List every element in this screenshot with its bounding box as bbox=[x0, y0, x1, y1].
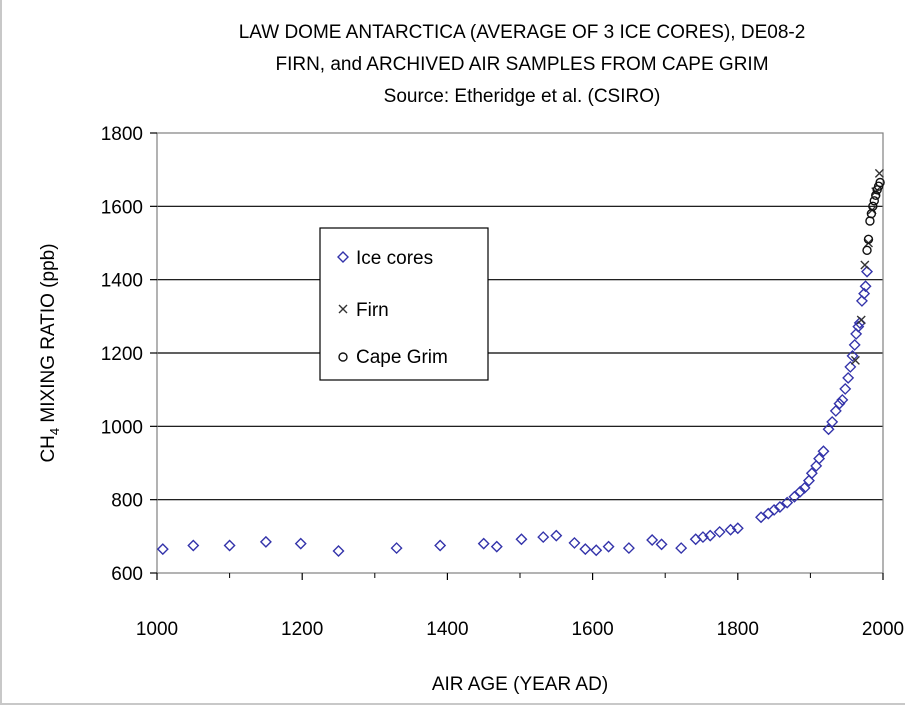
ice-core-point bbox=[537, 531, 550, 544]
ice-core-point bbox=[839, 382, 852, 395]
x-tick-label: 1600 bbox=[571, 619, 613, 640]
ice-core-point bbox=[861, 265, 874, 278]
legend: Ice cores Firn Cape Grim bbox=[319, 227, 489, 381]
ice-core-point bbox=[294, 537, 307, 550]
ice-core-point bbox=[833, 397, 846, 410]
ice-core-point bbox=[846, 349, 859, 362]
ice-core-point bbox=[187, 539, 200, 552]
ice-core-point bbox=[768, 503, 781, 516]
ice-core-point bbox=[704, 529, 717, 542]
chart-source: Source: Etheridge et al. (CSIRO) bbox=[384, 86, 661, 107]
ice-core-point bbox=[829, 404, 842, 417]
ice-core-point bbox=[859, 280, 872, 293]
x-axis-title: AIR AGE (YEAR AD) bbox=[432, 674, 608, 695]
ice-core-point bbox=[852, 320, 865, 333]
x-tick-label: 1800 bbox=[717, 619, 759, 640]
ice-core-point bbox=[836, 393, 849, 406]
cape-grim-point bbox=[868, 201, 878, 212]
ice-core-point bbox=[579, 543, 592, 556]
ice-core-point bbox=[850, 327, 863, 340]
ice-core-point bbox=[490, 540, 503, 553]
ice-core-point bbox=[568, 536, 581, 549]
legend-item-cape-grim: Cape Grim bbox=[338, 347, 448, 368]
x-axis-ticks: 1000 1200 1400 1600 1800 2000 bbox=[136, 573, 904, 640]
firn-point bbox=[860, 260, 870, 270]
ice-core-point bbox=[515, 533, 528, 546]
ice-core-point bbox=[773, 501, 786, 513]
ice-core-point bbox=[646, 534, 659, 546]
legend-label-ice-cores: Ice cores bbox=[356, 248, 433, 269]
x-tick-label: 1000 bbox=[136, 619, 178, 640]
legend-label-cape-grim: Cape Grim bbox=[356, 347, 448, 368]
ice-core-point bbox=[332, 545, 345, 557]
ice-core-point bbox=[858, 287, 871, 300]
ice-core-point bbox=[826, 415, 839, 428]
ice-core-point bbox=[848, 338, 861, 351]
x-marker-icon bbox=[338, 304, 348, 314]
y-axis-ticks: 600 800 1000 1200 1400 1600 1800 bbox=[101, 124, 157, 585]
y-tick-label: 1000 bbox=[101, 417, 143, 438]
ice-core-point bbox=[781, 496, 794, 509]
ice-core-point bbox=[602, 540, 615, 553]
x-tick-label: 1400 bbox=[426, 619, 468, 640]
ice-core-point bbox=[794, 485, 807, 498]
ice-core-point bbox=[810, 459, 823, 472]
x-tick-label: 1200 bbox=[281, 619, 323, 640]
ice-core-point bbox=[805, 467, 818, 480]
ice-core-point bbox=[813, 452, 826, 465]
cape-grim-point bbox=[871, 190, 881, 201]
ice-core-point bbox=[550, 529, 563, 542]
y-tick-label: 800 bbox=[111, 491, 143, 512]
ice-core-point bbox=[390, 542, 403, 555]
ice-core-point bbox=[156, 543, 169, 556]
y-tick-label: 1800 bbox=[101, 124, 143, 145]
y-axis-title-subscript: 4 bbox=[47, 428, 62, 435]
ice-core-point bbox=[802, 474, 815, 487]
ice-core-point bbox=[223, 539, 236, 552]
y-axis-title-prefix: CH bbox=[38, 435, 59, 462]
ice-core-point bbox=[434, 539, 447, 552]
ice-core-point bbox=[844, 360, 857, 373]
cape-grim-point bbox=[875, 177, 885, 188]
y-axis-title-suffix: MIXING RATIO (ppb) bbox=[38, 243, 59, 427]
ice-core-point bbox=[655, 538, 668, 551]
legend-item-firn: Firn bbox=[338, 300, 389, 321]
ice-core-point bbox=[622, 542, 635, 555]
firn-point bbox=[850, 355, 860, 365]
ice-core-point bbox=[713, 525, 726, 538]
cape-grim-point bbox=[865, 216, 875, 226]
chart-title: LAW DOME ANTARCTICA (AVERAGE OF 3 ICE CO… bbox=[239, 22, 806, 43]
y-tick-label: 1400 bbox=[101, 271, 143, 292]
chart-subtitle: FIRN, and ARCHIVED AIR SAMPLES FROM CAPE… bbox=[275, 54, 768, 75]
ice-core-point bbox=[855, 294, 868, 307]
ice-core-point bbox=[817, 445, 830, 458]
ice-core-point bbox=[590, 544, 603, 557]
ice-core-point bbox=[842, 371, 855, 384]
y-tick-label: 1600 bbox=[101, 197, 143, 218]
ice-core-point bbox=[259, 535, 272, 548]
data-points bbox=[156, 168, 885, 557]
y-axis-title: CH4 MIXING RATIO (ppb) bbox=[38, 243, 62, 462]
ice-core-point bbox=[798, 481, 811, 494]
y-tick-label: 600 bbox=[111, 564, 143, 585]
cape-grim-point bbox=[863, 234, 874, 245]
gridlines bbox=[157, 205, 883, 501]
legend-label-firn: Firn bbox=[356, 300, 389, 321]
x-tick-label: 2000 bbox=[862, 619, 904, 640]
ice-core-point bbox=[477, 537, 490, 550]
diamond-marker-icon bbox=[337, 251, 349, 263]
legend-box bbox=[319, 227, 489, 381]
circle-marker-icon bbox=[338, 352, 348, 362]
ice-core-point bbox=[755, 511, 768, 524]
ice-core-point bbox=[675, 542, 688, 555]
legend-item-ice-cores: Ice cores bbox=[337, 248, 433, 269]
cape-grim-point bbox=[869, 196, 879, 206]
ice-core-point bbox=[731, 522, 744, 535]
cape-grim-point bbox=[862, 245, 872, 256]
y-tick-label: 1200 bbox=[101, 344, 143, 365]
firn-point bbox=[856, 315, 866, 325]
firn-point bbox=[874, 168, 884, 178]
